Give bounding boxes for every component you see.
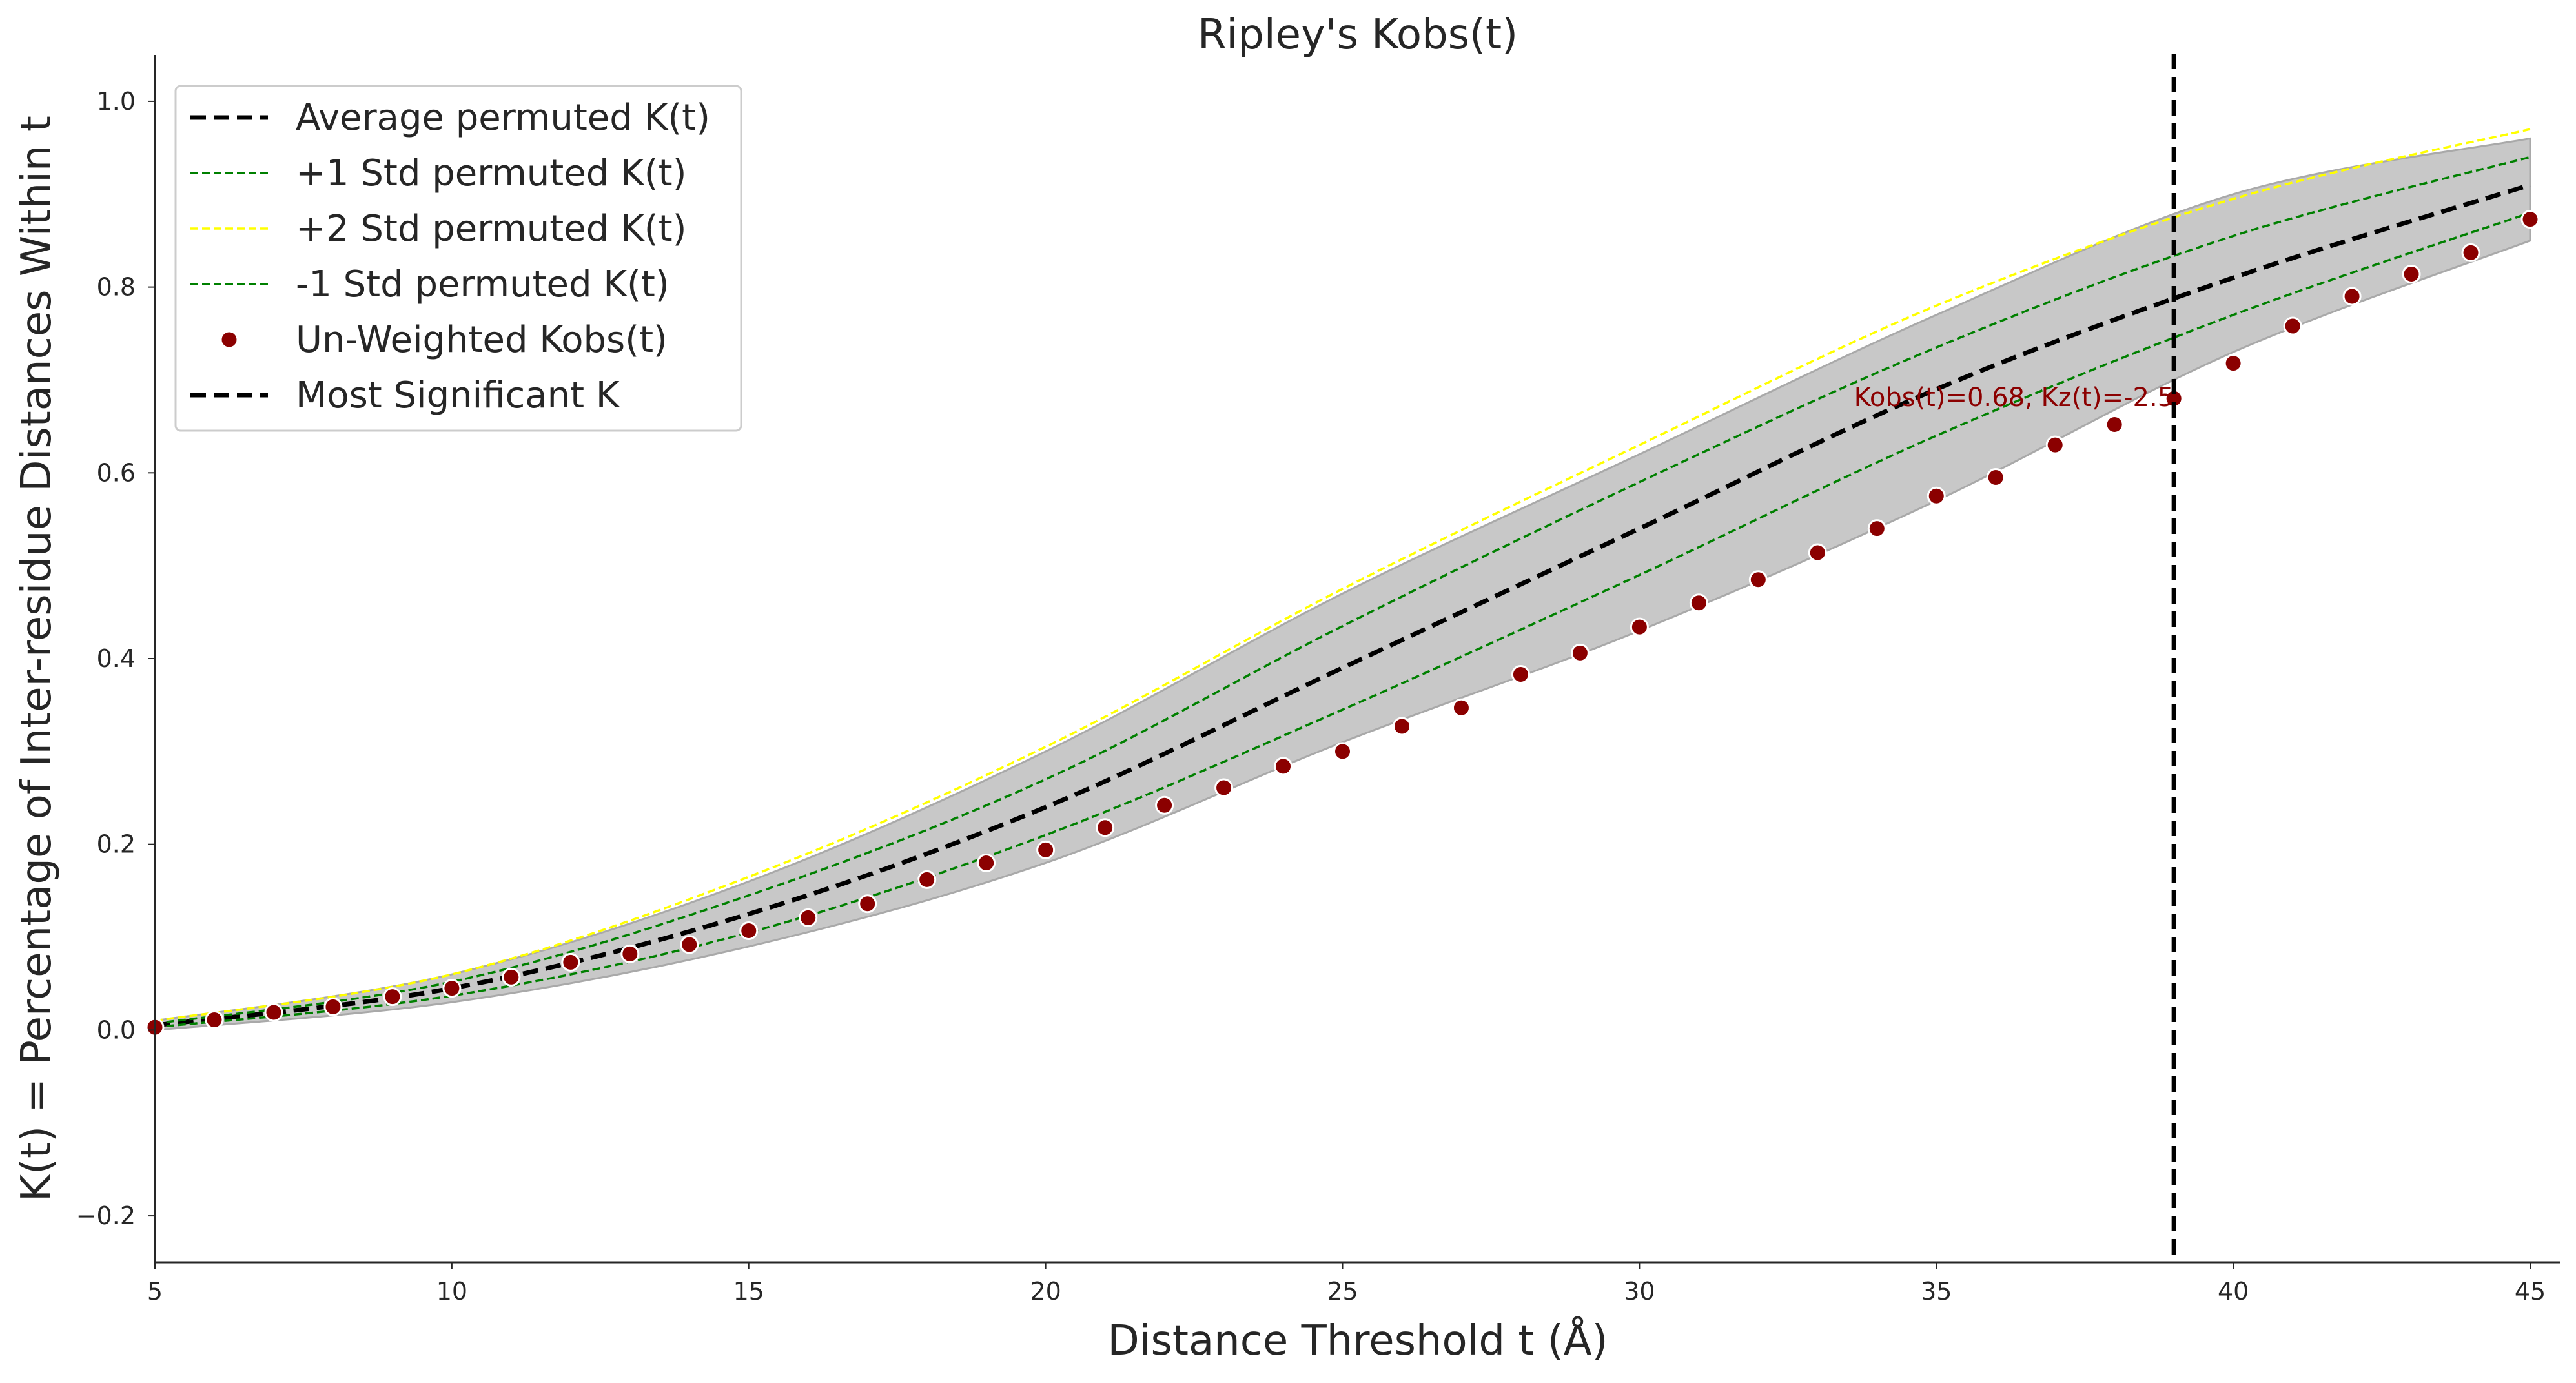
kobs-point	[2520, 210, 2540, 229]
legend-item-un-weighted-kobs-t: Un-Weighted Kobs(t)	[220, 319, 668, 361]
legend-label: Un-Weighted Kobs(t)	[296, 319, 668, 361]
kobs-point	[2283, 316, 2302, 336]
kobs-point	[1274, 757, 1293, 776]
x-tick-labels: 5 10 15 20 25 30 35 40 45	[147, 1262, 2546, 1306]
kobs-point	[1808, 543, 1827, 562]
x-tick-label: 40	[2218, 1277, 2249, 1306]
kobs-point	[1570, 643, 1590, 662]
kobs-point	[1333, 742, 1353, 761]
kobs-point	[977, 853, 996, 872]
kobs-point	[561, 952, 580, 972]
legend-item-most-significant-k: Most Significant K	[190, 374, 620, 416]
legend-item-1-std-permuted-k-t: +1 Std permuted K(t)	[190, 152, 686, 194]
y-tick-label: 0.8	[97, 273, 136, 302]
kobs-point	[2461, 243, 2480, 262]
series-line-average-permuted-k-t	[154, 183, 2531, 1028]
legend-marker	[220, 330, 239, 349]
kobs-point	[739, 921, 759, 940]
legend: Average permuted K(t) +1 Std permuted K(t…	[174, 85, 742, 432]
kobs-point	[1036, 840, 1056, 859]
kobs-point	[2223, 354, 2243, 373]
kobs-point	[323, 997, 343, 1016]
legend-label: +2 Std permuted K(t)	[296, 208, 686, 250]
chart-title: Ripley's Kobs(t)	[1198, 11, 1518, 59]
x-tick-label: 45	[2515, 1277, 2546, 1306]
x-tick-label: 5	[147, 1277, 163, 1306]
legend-item-1-std-permuted-k-t: -1 Std permuted K(t)	[190, 263, 670, 305]
x-tick-label: 30	[1624, 1277, 1655, 1306]
kobs-point	[1927, 486, 1946, 506]
y-axis-label: K(t) = Percentage of Inter-residue Dista…	[13, 116, 61, 1202]
kobs-point	[2105, 415, 2124, 435]
x-tick-label: 25	[1327, 1277, 1358, 1306]
y-tick-labels: −0.2 0.0 0.2 0.4 0.6 0.8 1.0	[76, 87, 155, 1230]
kobs-point	[1867, 519, 1886, 538]
series-line-1-std-permuted-k-t	[154, 156, 2531, 1025]
annotations: Kobs(t)=0.68, Kz(t)=-2.5	[1854, 383, 2174, 413]
legend-item-2-std-permuted-k-t: +2 Std permuted K(t)	[190, 208, 686, 250]
kobs-point	[1986, 468, 2005, 487]
y-tick-label: 1.0	[97, 87, 136, 116]
kobs-point	[1511, 664, 1530, 684]
kobs-point	[1096, 818, 1115, 837]
y-tick-label: 0.2	[97, 830, 136, 859]
y-tick-label: 0.0	[97, 1016, 136, 1044]
y-tick-label: 0.6	[97, 458, 136, 487]
y-tick-label: 0.4	[97, 644, 136, 673]
kobs-point	[1155, 795, 1174, 815]
kobs-point	[2342, 287, 2362, 306]
plot-area	[145, 54, 2540, 1262]
kobs-point	[1214, 778, 1234, 797]
permutation-band	[154, 137, 2531, 1032]
kobs-point	[1748, 570, 1768, 589]
kobs-point	[680, 935, 699, 954]
series-line-2-std-permuted-k-t	[154, 128, 2531, 1022]
legend-label: Most Significant K	[296, 374, 620, 416]
legend-item-average-permuted-k-t: Average permuted K(t)	[190, 97, 710, 139]
legend-label: -1 Std permuted K(t)	[296, 263, 670, 305]
kobs-point	[502, 967, 521, 987]
kobs-point	[620, 944, 640, 963]
kobs-point	[858, 894, 877, 914]
kobs-point	[1392, 717, 1411, 736]
series-line-1-std-permuted-k-t	[154, 211, 2531, 1029]
legend-label: Average permuted K(t)	[296, 97, 710, 139]
kobs-point	[799, 908, 818, 927]
x-axis-label: Distance Threshold t (Å)	[1107, 1316, 1608, 1365]
legend-frame	[174, 85, 742, 432]
y-tick-label: −0.2	[76, 1202, 136, 1230]
x-tick-label: 20	[1030, 1277, 1061, 1306]
kobs-point	[442, 979, 462, 998]
x-tick-label: 10	[436, 1277, 467, 1306]
x-tick-label: 15	[733, 1277, 764, 1306]
x-tick-label: 35	[1921, 1277, 1952, 1306]
legend-label: +1 Std permuted K(t)	[296, 152, 686, 194]
kobs-point	[1689, 593, 1708, 613]
kobs-point	[264, 1003, 283, 1022]
kobs-point	[917, 870, 937, 889]
kobs-point	[383, 987, 402, 1007]
kobs-point	[2402, 264, 2421, 283]
kobs-point	[2045, 435, 2065, 455]
kobs-point	[1451, 698, 1471, 717]
kobs-point	[205, 1010, 224, 1030]
kobs-point	[1630, 617, 1649, 637]
kobs-annotation: Kobs(t)=0.68, Kz(t)=-2.5	[1854, 383, 2174, 413]
